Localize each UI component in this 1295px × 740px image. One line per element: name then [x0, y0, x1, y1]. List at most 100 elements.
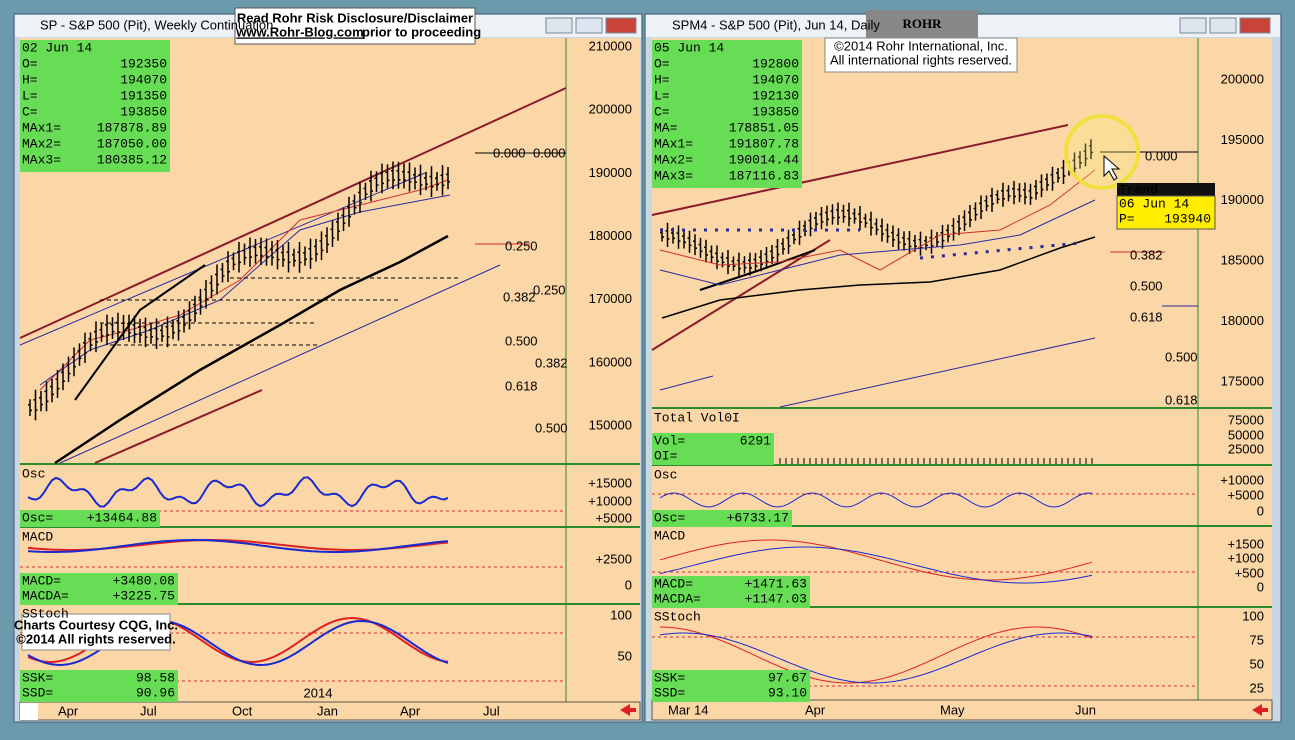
pane-title: MACD — [22, 529, 53, 544]
left-trendlines — [19, 87, 567, 465]
time-axis-label: Jul — [483, 703, 500, 718]
price-axis-label: 170000 — [589, 291, 632, 306]
info-value: 194070 — [120, 72, 167, 87]
pane-axis-label: +10000 — [1220, 472, 1264, 487]
info-value: 191350 — [120, 88, 167, 103]
price-axis-label: 175000 — [1221, 373, 1264, 388]
banner-box[interactable] — [234, 7, 476, 45]
time-axis-label: Mar 14 — [668, 702, 708, 717]
info-value: 191807.78 — [729, 136, 799, 151]
readout-label: SSK= — [654, 670, 685, 685]
pane-axis-label: 75000 — [1228, 412, 1264, 427]
left-price-bars — [28, 161, 450, 421]
fib-label: 0.382 — [503, 289, 536, 304]
info-box — [20, 40, 170, 172]
fib-label: 0.382 — [535, 355, 568, 370]
logo: ROHR — [903, 16, 943, 31]
price-axis-label: 200000 — [589, 102, 632, 117]
readout-label: Vol= — [654, 433, 685, 448]
info-date: 02 Jun 14 — [22, 40, 92, 55]
info-label: MAx3= — [654, 168, 693, 183]
fib-label: 0.500 — [535, 420, 568, 435]
right-scroll-arrow[interactable] — [1252, 704, 1268, 716]
pane-axis-label: 0 — [625, 577, 632, 592]
trend-box — [1116, 195, 1216, 230]
time-axis-label: Jul — [140, 703, 157, 718]
courtesy-line: Charts Courtesy CQG, Inc. — [14, 617, 178, 632]
pane-axis-label: 100 — [1242, 608, 1264, 623]
trend-label: P= — [1119, 211, 1135, 226]
pane-axis-label: +5000 — [595, 510, 632, 525]
readout-value: +13464.88 — [87, 510, 157, 525]
info-value: 193850 — [120, 104, 167, 119]
info-value: 187050.00 — [97, 136, 167, 151]
readout-box — [20, 510, 160, 527]
right-price-bars — [660, 139, 1093, 277]
readout-value: 90.96 — [136, 685, 175, 700]
copyright-line: ©2014 Rohr International, Inc. — [834, 38, 1008, 53]
fib-label: 0.000 — [533, 145, 566, 160]
info-label: H= — [654, 72, 670, 87]
readout-value: +3225.75 — [113, 588, 175, 603]
readout-label: Osc= — [654, 510, 685, 525]
readout-box — [20, 670, 178, 702]
copyright-box — [824, 37, 1018, 73]
readout-label: MACD= — [654, 576, 693, 591]
time-axis-label: May — [940, 702, 965, 717]
price-axis-label: 195000 — [1221, 132, 1264, 147]
indicator-lines — [27, 458, 1093, 684]
readout-label: OI= — [654, 448, 678, 463]
info-value: 192350 — [120, 56, 167, 71]
readout-label: MACD= — [22, 573, 61, 588]
info-label: O= — [654, 56, 670, 71]
info-date: 05 Jun 14 — [654, 40, 724, 55]
courtesy-line: ©2014 All rights reserved. — [16, 631, 175, 646]
info-value: 190014.44 — [729, 152, 799, 167]
readout-box — [652, 576, 810, 608]
info-label: L= — [22, 88, 38, 103]
info-label: L= — [654, 88, 670, 103]
trend-title-box — [1117, 183, 1215, 196]
fib-label: 0.500 — [1130, 278, 1163, 293]
price-axis-label: 200000 — [1221, 71, 1264, 86]
info-label: MAx1= — [654, 136, 693, 151]
pane-axis-label: +1500 — [1227, 536, 1264, 551]
readout-label: SSD= — [22, 685, 53, 700]
pane-title: Osc — [654, 467, 677, 482]
indicator-line — [27, 476, 449, 508]
banner-suffix: prior to proceeding — [362, 24, 481, 39]
readout-value: +6733.17 — [727, 510, 789, 525]
right-window-buttons[interactable] — [1179, 17, 1271, 34]
pane-axis-label: 50000 — [1228, 427, 1264, 442]
fib-label: 0.618 — [505, 378, 538, 393]
readout-label: Osc= — [22, 510, 53, 525]
readout-box — [652, 510, 792, 527]
indicator-line — [27, 619, 449, 667]
pane-axis-label: 50 — [618, 648, 632, 663]
price-axis-label: 180000 — [589, 228, 632, 243]
readout-label: SSD= — [654, 685, 685, 700]
left-scroll[interactable] — [20, 703, 38, 720]
info-value: 178851.05 — [729, 120, 799, 135]
readout-value: 6291 — [740, 433, 771, 448]
pane-axis-label: +500 — [1235, 565, 1264, 580]
price-axis-label: 180000 — [1221, 313, 1264, 328]
info-value: 193850 — [752, 104, 799, 119]
pane-axis-label: +2500 — [595, 551, 632, 566]
pane-title: SStoch — [22, 606, 69, 621]
info-label: C= — [22, 104, 38, 119]
info-label: MAx1= — [22, 120, 61, 135]
price-axis-label: 190000 — [589, 165, 632, 180]
info-value: 192130 — [752, 88, 799, 103]
fib-label: 0.618 — [1130, 309, 1163, 324]
left-window-buttons[interactable] — [545, 17, 637, 34]
left-scroll-arrow[interactable] — [620, 704, 636, 716]
info-label: H= — [22, 72, 38, 87]
info-label: MAx2= — [22, 136, 61, 151]
pane-axis-label: +5000 — [1227, 487, 1264, 502]
pane-axis-label: +1000 — [1227, 550, 1264, 565]
time-axis-label: Apr — [400, 703, 421, 718]
courtesy-box — [21, 613, 171, 651]
info-label: MA= — [654, 120, 678, 135]
